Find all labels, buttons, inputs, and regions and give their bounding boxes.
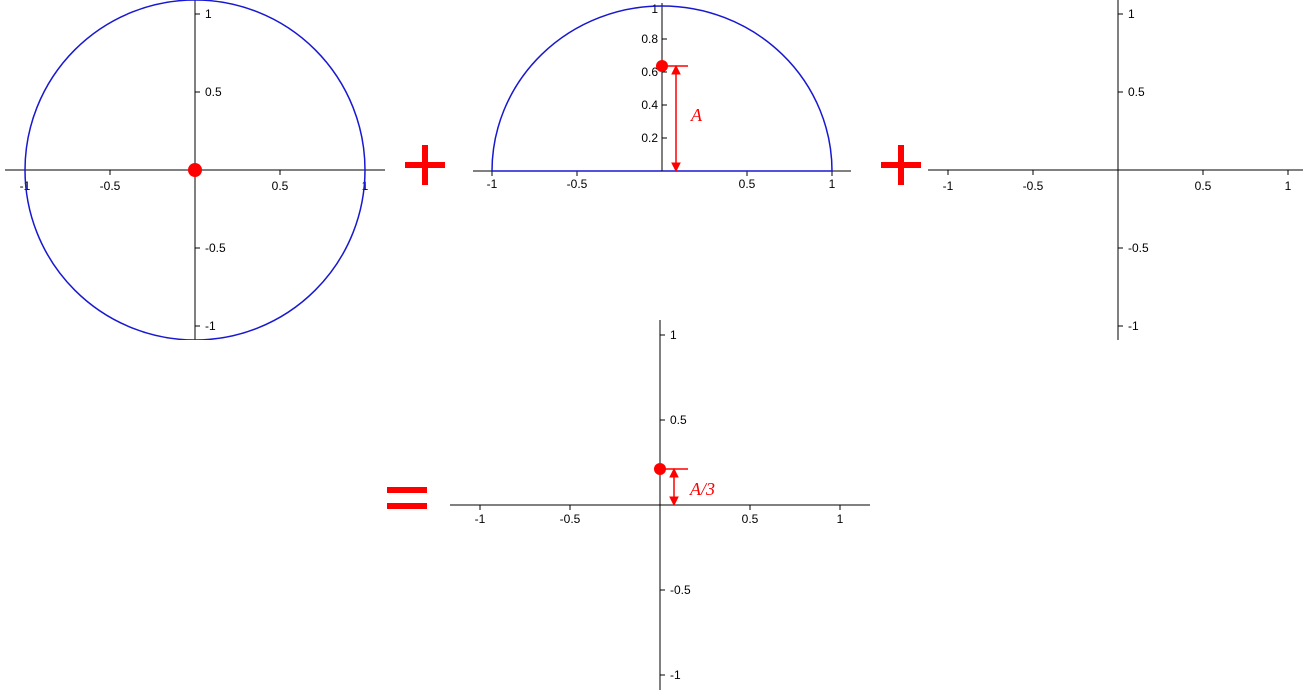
tick-label: 0.5: [205, 85, 222, 99]
tick-label: -0.5: [1023, 179, 1044, 193]
tick-label: 1: [829, 177, 836, 188]
y-ticks: 0.2 0.4 0.6 0.8 1: [641, 3, 667, 145]
tick-label: 1: [670, 328, 677, 342]
equals-icon: [382, 478, 432, 518]
chart-panel-circle: -1 -0.5 0.5 1 -1 -0.5 0.5 1: [5, 0, 385, 340]
centroid-marker: [654, 463, 666, 475]
tick-label: 0.5: [670, 413, 687, 427]
tick-label: -1: [670, 668, 681, 682]
tick-label: 1: [1285, 179, 1292, 193]
chart-panel-empty: -1 -0.5 0.5 1 -1 -0.5 0.5 1: [928, 0, 1303, 340]
tick-label: 0.5: [1195, 179, 1212, 193]
tick-label: 1: [1128, 7, 1135, 21]
tick-label: 0.6: [641, 65, 658, 79]
chart-svg: -1 -0.5 0.5 1 0.2 0.4 0.6 0.8 1 A: [473, 3, 851, 188]
height-arrow: [662, 66, 688, 171]
plus-icon: [876, 140, 926, 190]
tick-label: -0.5: [567, 177, 588, 188]
tick-label: 0.5: [739, 177, 756, 188]
tick-label: 1: [651, 3, 658, 16]
equals-operator: [382, 478, 432, 518]
tick-label: -1: [475, 512, 486, 526]
chart-panel-result: -1 -0.5 0.5 1 -1 -0.5 0.5 1 A/3: [450, 320, 870, 690]
plus-icon: [400, 140, 450, 190]
centroid-marker: [656, 60, 668, 72]
annotation-A: A: [690, 105, 703, 125]
tick-label: 0.5: [742, 512, 759, 526]
tick-label: -0.5: [1128, 241, 1149, 255]
chart-panel-semicircle: -1 -0.5 0.5 1 0.2 0.4 0.6 0.8 1 A: [473, 3, 851, 188]
x-ticks: -1 -0.5 0.5 1: [943, 170, 1292, 193]
chart-svg: -1 -0.5 0.5 1 -1 -0.5 0.5 1: [5, 0, 385, 340]
tick-label: -0.5: [205, 241, 226, 255]
tick-label: -1: [487, 177, 498, 188]
tick-label: -0.5: [560, 512, 581, 526]
x-ticks: -1 -0.5 0.5 1: [487, 171, 836, 188]
tick-label: 1: [837, 512, 844, 526]
tick-label: -0.5: [670, 583, 691, 597]
center-marker: [188, 163, 202, 177]
tick-label: 0.2: [641, 131, 658, 145]
tick-label: 0.5: [272, 179, 289, 193]
tick-label: 0.8: [641, 32, 658, 46]
x-ticks: -1 -0.5 0.5 1: [475, 505, 844, 526]
plus-operator-2: [876, 140, 926, 190]
plus-operator-1: [400, 140, 450, 190]
chart-svg: -1 -0.5 0.5 1 -1 -0.5 0.5 1 A/3: [450, 320, 870, 690]
tick-label: -0.5: [100, 179, 121, 193]
chart-svg: -1 -0.5 0.5 1 -1 -0.5 0.5 1: [928, 0, 1303, 340]
tick-label: 1: [205, 7, 212, 21]
annotation-A-over-3: A/3: [689, 479, 715, 499]
tick-label: 0.5: [1128, 85, 1145, 99]
tick-label: -1: [1128, 319, 1139, 333]
height-arrow: [660, 469, 688, 505]
tick-label: -1: [943, 179, 954, 193]
tick-label: -1: [205, 319, 216, 333]
tick-label: 0.4: [641, 98, 658, 112]
